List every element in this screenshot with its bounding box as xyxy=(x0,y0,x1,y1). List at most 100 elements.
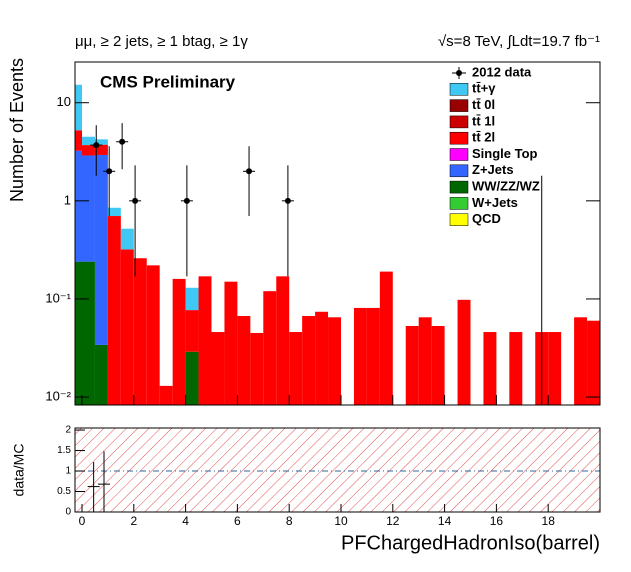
hist-segment xyxy=(509,332,523,405)
y-tick-label: 10⁻² xyxy=(45,388,71,403)
hist-segment xyxy=(431,325,445,405)
legend-swatch xyxy=(449,83,469,96)
legend-swatch xyxy=(449,197,469,210)
hist-segment xyxy=(418,317,432,405)
legend-label: WW/ZZ/WZ xyxy=(472,179,540,194)
hist-segment xyxy=(172,278,186,405)
hist-segment xyxy=(263,291,277,405)
hist-segment xyxy=(75,130,82,151)
hist-segment xyxy=(75,261,82,405)
x-axis-label: PFChargedHadronIso(barrel) xyxy=(341,532,600,554)
hist-segment xyxy=(75,150,82,262)
legend-label: 2012 data xyxy=(472,64,532,79)
x-tick-label: 4 xyxy=(182,514,189,528)
hist-segment xyxy=(75,84,82,131)
hist-segment xyxy=(237,316,251,405)
x-tick-label: 8 xyxy=(286,514,293,528)
legend-label: tt̄+γ xyxy=(472,81,496,96)
plot-frame xyxy=(74,61,601,406)
legend-label: Z+Jets xyxy=(472,162,514,177)
ratio-uncertainty-band xyxy=(75,428,600,512)
hist-segment xyxy=(379,271,393,405)
hist-segment xyxy=(353,307,367,405)
x-tick-label: 10 xyxy=(334,514,348,528)
hist-segment xyxy=(94,154,108,345)
hist-segment xyxy=(107,207,121,217)
hist-segment xyxy=(185,351,199,405)
hist-segment xyxy=(81,136,95,146)
hist-segment xyxy=(483,332,497,405)
legend-swatch xyxy=(449,131,469,145)
title-right: √s=8 TeV, ∫Ldt=19.7 fb⁻¹ xyxy=(438,33,600,50)
hist-segment xyxy=(198,276,212,405)
hist-segment xyxy=(159,385,173,405)
legend-label: QCD xyxy=(472,211,501,226)
data-point xyxy=(119,138,126,145)
hist-segment xyxy=(120,228,134,250)
legend-label: tt̄ 1l xyxy=(472,113,495,128)
hist-segment xyxy=(276,276,290,405)
hist-segment xyxy=(94,139,108,145)
hist-segment xyxy=(211,332,225,405)
legend-marker xyxy=(456,70,462,76)
hist-segment xyxy=(81,261,95,405)
x-tick-label: 0 xyxy=(79,514,86,528)
title-left: μμ, ≥ 2 jets, ≥ 1 btag, ≥ 1γ xyxy=(75,33,248,50)
y-axis-label: Number of Events xyxy=(7,58,27,202)
hist-segment xyxy=(315,311,329,405)
legend-swatch xyxy=(449,99,469,112)
hist-segment xyxy=(146,265,160,405)
data-point xyxy=(183,197,190,204)
y-tick-label: 1 xyxy=(64,192,71,207)
data-point xyxy=(132,197,139,204)
hist-segment xyxy=(250,332,264,405)
x-tick-label: 6 xyxy=(234,514,241,528)
y-tick-label: 10 xyxy=(57,94,71,109)
data-point xyxy=(284,197,291,204)
legend-swatch xyxy=(449,164,469,178)
legend-swatch xyxy=(449,148,469,161)
hist-segment xyxy=(302,316,316,405)
x-tick-label: 12 xyxy=(386,514,400,528)
x-tick-label: 18 xyxy=(542,514,556,528)
legend-swatch xyxy=(449,180,469,194)
data-point xyxy=(246,168,253,175)
x-tick-label: 16 xyxy=(490,514,504,528)
data-point xyxy=(93,142,100,149)
hist-segment xyxy=(133,258,147,405)
ratio-frame xyxy=(74,427,601,513)
hist-segment xyxy=(185,287,199,311)
ratio-y-tick-label: 2 xyxy=(65,425,71,436)
hist-segment xyxy=(81,145,95,156)
y-tick-label: 10⁻¹ xyxy=(45,290,71,305)
hist-segment xyxy=(457,299,471,405)
hist-segment xyxy=(328,317,341,405)
ratio-y-tick-label: 0.5 xyxy=(57,486,71,497)
cms-label: CMS Preliminary xyxy=(100,72,236,91)
legend-label: tt̄ 0l xyxy=(472,97,495,112)
legend-label: tt̄ 2l xyxy=(472,130,495,145)
legend-swatch xyxy=(449,115,469,129)
hist-segment xyxy=(120,249,134,405)
legend-label: W+Jets xyxy=(472,195,518,210)
hist-segment xyxy=(366,307,380,405)
hist-segment xyxy=(548,332,562,405)
hist-segment xyxy=(81,155,95,262)
hist-segment xyxy=(224,281,238,405)
hist-segment xyxy=(107,216,121,405)
x-tick-label: 2 xyxy=(130,514,137,528)
data-point xyxy=(106,168,113,175)
ratio-y-axis-label: data/MC xyxy=(11,444,27,497)
hist-segment xyxy=(289,332,303,405)
hist-segment xyxy=(587,320,600,405)
hist-segment xyxy=(94,344,108,405)
hist-segment xyxy=(574,317,588,405)
ratio-y-tick-label: 1 xyxy=(65,466,71,477)
x-tick-label: 14 xyxy=(438,514,452,528)
hist-segment xyxy=(405,325,419,405)
ratio-y-tick-label: 1.5 xyxy=(57,445,71,456)
legend-swatch xyxy=(449,213,469,226)
ratio-y-tick-label: 0 xyxy=(65,507,71,518)
hist-segment xyxy=(185,310,199,352)
